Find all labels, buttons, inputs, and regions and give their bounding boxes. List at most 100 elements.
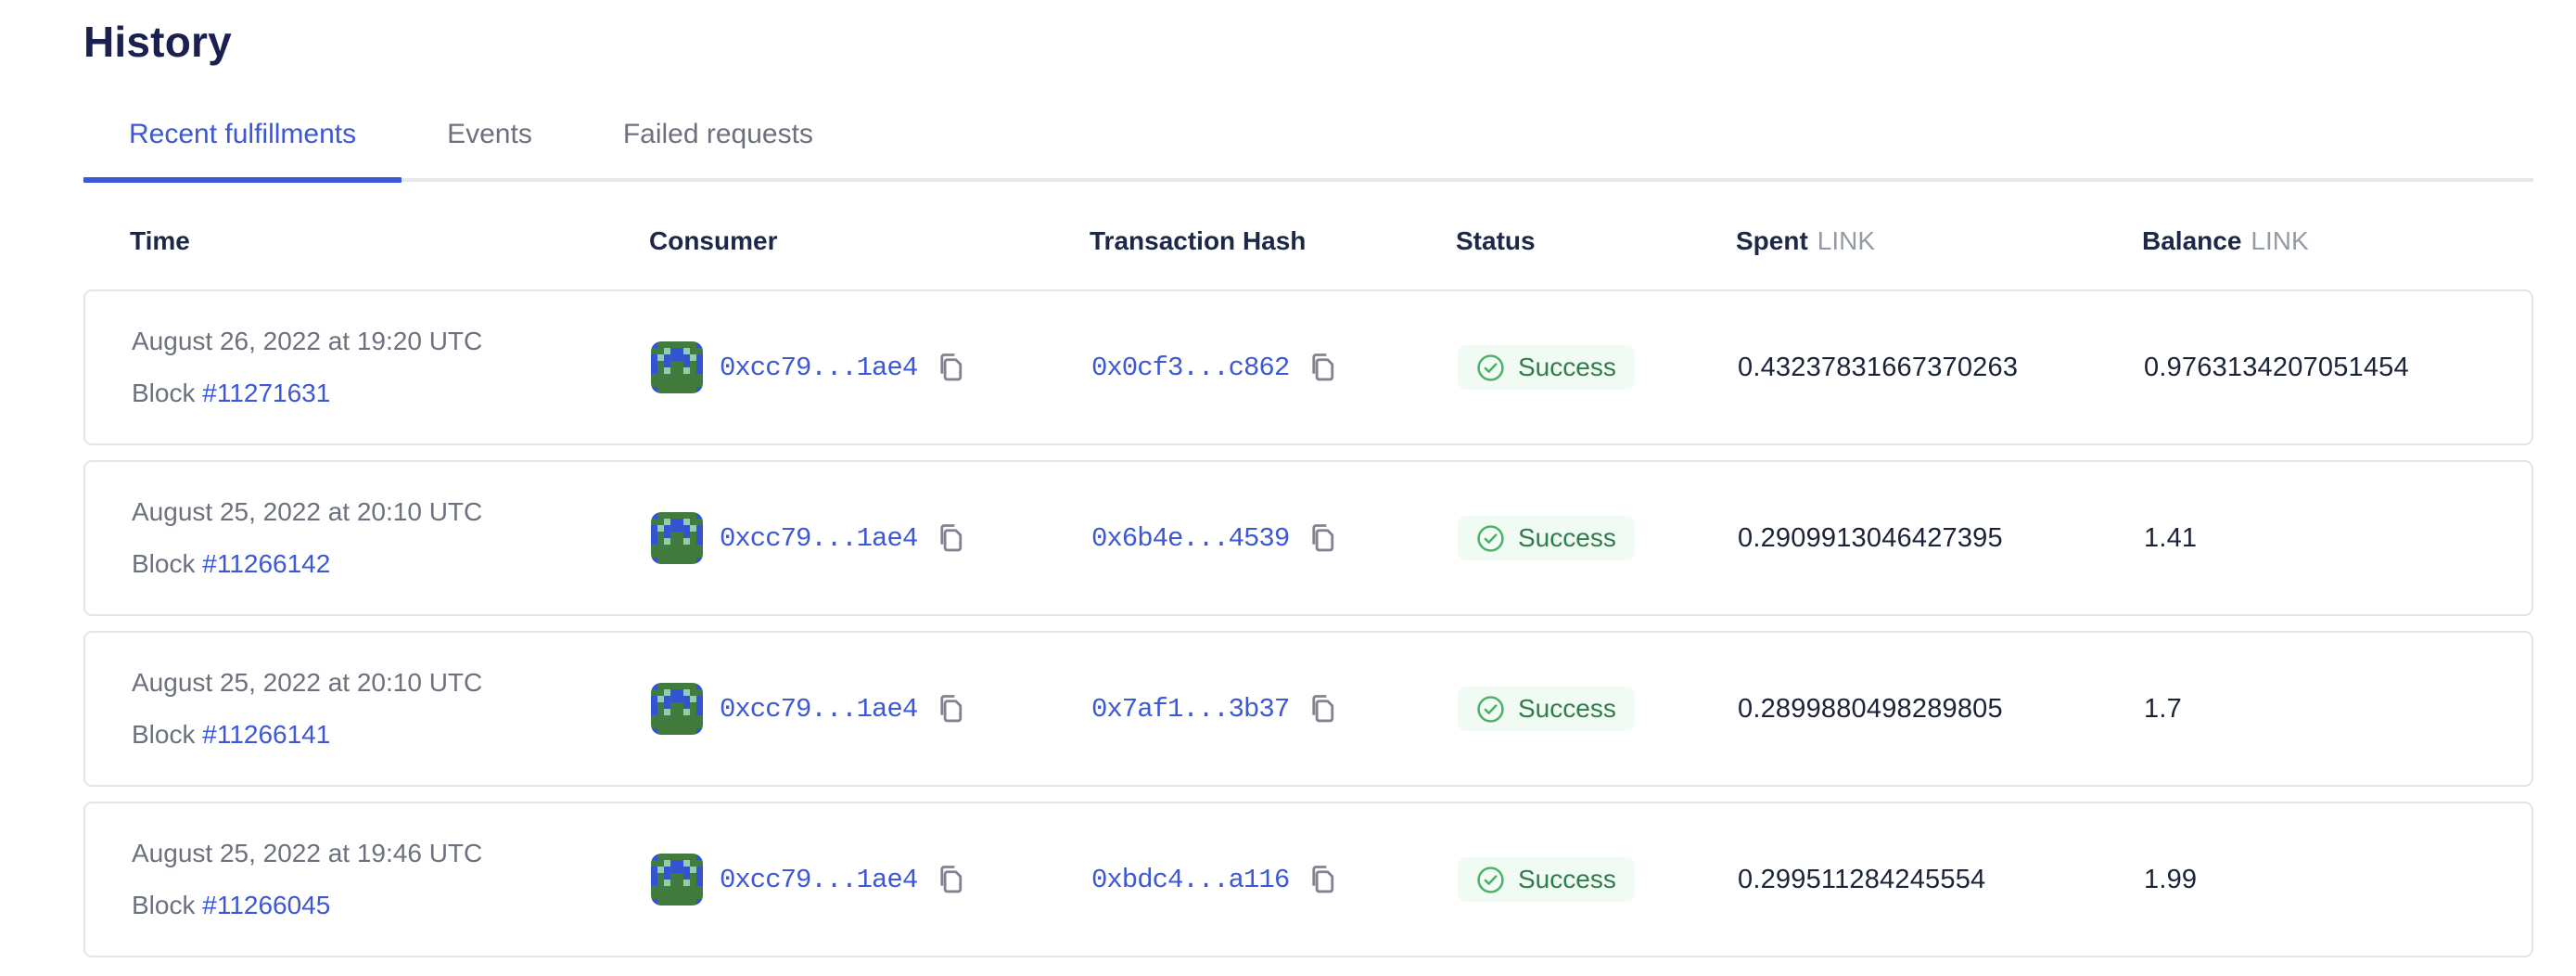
consumer-identicon-icon	[651, 854, 703, 905]
spent-value: 0.43237831667370263	[1738, 352, 2019, 382]
copy-icon	[1312, 866, 1334, 893]
check-circle-icon	[1477, 524, 1504, 552]
block-label: Block	[132, 549, 196, 578]
row-timestamp: August 25, 2022 at 20:10 UTC	[132, 668, 483, 697]
fulfillments-list: August 26, 2022 at 19:20 UTC Block #1127…	[83, 289, 2533, 957]
status-badge: Success	[1458, 516, 1635, 560]
copy-icon	[940, 695, 963, 723]
tab-events[interactable]: Events	[402, 119, 578, 178]
time-cell: August 26, 2022 at 19:20 UTC Block #1127…	[132, 327, 651, 408]
check-circle-icon	[1477, 353, 1504, 381]
consumer-cell: 0xcc79...1ae4	[651, 683, 1091, 735]
copy-icon	[1312, 695, 1334, 723]
status-cell: Success	[1458, 857, 1738, 902]
status-badge: Success	[1458, 687, 1635, 731]
block-number-link[interactable]: #11266141	[202, 720, 331, 749]
consumer-cell: 0xcc79...1ae4	[651, 341, 1091, 393]
row-timestamp: August 25, 2022 at 19:46 UTC	[132, 839, 483, 867]
block-label: Block	[132, 379, 196, 407]
spent-unit-label: LINK	[1817, 226, 1876, 255]
table-header-row: Time Consumer Transaction Hash Status Sp…	[83, 182, 2533, 289]
status-cell: Success	[1458, 345, 1738, 390]
row-block: Block #11266045	[132, 891, 651, 920]
col-header-status: Status	[1456, 226, 1536, 255]
col-header-consumer: Consumer	[649, 226, 778, 255]
transaction-hash-link[interactable]: 0x6b4e...4539	[1091, 522, 1290, 554]
balance-value: 1.99	[2144, 864, 2198, 894]
transaction-hash-cell: 0x0cf3...c862	[1091, 348, 1458, 387]
col-header-spent: Spent LINK	[1736, 226, 1876, 255]
history-page: History Recent fulfillments Events Faile…	[83, 0, 2533, 972]
balance-value: 1.41	[2144, 522, 2198, 553]
block-number-link[interactable]: #11266045	[202, 891, 331, 919]
tab-label: Events	[447, 119, 532, 149]
status-badge: Success	[1458, 345, 1635, 390]
copy-icon	[940, 866, 963, 893]
col-header-transaction-hash: Transaction Hash	[1090, 226, 1307, 255]
fulfillment-row: August 25, 2022 at 19:46 UTC Block #1126…	[83, 802, 2533, 957]
balance-value: 1.7	[2144, 693, 2182, 724]
time-cell: August 25, 2022 at 20:10 UTC Block #1126…	[132, 668, 651, 750]
time-cell: August 25, 2022 at 20:10 UTC Block #1126…	[132, 497, 651, 579]
check-circle-icon	[1477, 866, 1504, 893]
tab-label: Failed requests	[622, 119, 813, 149]
check-circle-icon	[1477, 695, 1504, 723]
copy-icon	[940, 353, 963, 381]
history-tabs: Recent fulfillments Events Failed reques…	[83, 119, 2533, 183]
row-block: Block #11266141	[132, 720, 651, 750]
copy-consumer-address-button[interactable]	[934, 860, 969, 899]
fulfillment-row: August 25, 2022 at 20:10 UTC Block #1126…	[83, 631, 2533, 787]
consumer-address-link[interactable]: 0xcc79...1ae4	[720, 522, 918, 554]
status-label: Success	[1518, 694, 1616, 723]
copy-transaction-hash-button[interactable]	[1306, 519, 1341, 558]
transaction-hash-cell: 0x7af1...3b37	[1091, 689, 1458, 728]
row-block: Block #11266142	[132, 549, 651, 579]
status-label: Success	[1518, 353, 1616, 381]
tab-label: Recent fulfillments	[129, 119, 357, 149]
copy-icon	[1312, 353, 1334, 381]
block-label: Block	[132, 720, 196, 749]
block-label: Block	[132, 891, 196, 919]
row-block: Block #11271631	[132, 379, 651, 408]
transaction-hash-link[interactable]: 0x0cf3...c862	[1091, 352, 1290, 383]
copy-transaction-hash-button[interactable]	[1306, 348, 1341, 387]
col-header-time: Time	[130, 226, 190, 255]
fulfillment-row: August 26, 2022 at 19:20 UTC Block #1127…	[83, 289, 2533, 445]
consumer-address-link[interactable]: 0xcc79...1ae4	[720, 864, 918, 895]
time-cell: August 25, 2022 at 19:46 UTC Block #1126…	[132, 839, 651, 920]
status-label: Success	[1518, 865, 1616, 893]
transaction-hash-cell: 0xbdc4...a116	[1091, 860, 1458, 899]
block-number-link[interactable]: #11271631	[202, 379, 331, 407]
row-timestamp: August 26, 2022 at 19:20 UTC	[132, 327, 483, 355]
copy-icon	[940, 524, 963, 552]
tab-recent-fulfillments[interactable]: Recent fulfillments	[83, 119, 402, 183]
status-cell: Success	[1458, 687, 1738, 731]
copy-consumer-address-button[interactable]	[934, 689, 969, 728]
transaction-hash-link[interactable]: 0x7af1...3b37	[1091, 693, 1290, 725]
copy-consumer-address-button[interactable]	[934, 348, 969, 387]
copy-transaction-hash-button[interactable]	[1306, 860, 1341, 899]
status-label: Success	[1518, 523, 1616, 552]
consumer-identicon-icon	[651, 512, 703, 564]
block-number-link[interactable]: #11266142	[202, 549, 331, 578]
row-timestamp: August 25, 2022 at 20:10 UTC	[132, 497, 483, 526]
consumer-cell: 0xcc79...1ae4	[651, 854, 1091, 905]
spent-value: 0.2909913046427395	[1738, 522, 2003, 553]
spent-value: 0.299511284245554	[1738, 864, 1986, 894]
consumer-address-link[interactable]: 0xcc79...1ae4	[720, 352, 918, 383]
copy-consumer-address-button[interactable]	[934, 519, 969, 558]
status-cell: Success	[1458, 516, 1738, 560]
consumer-cell: 0xcc79...1ae4	[651, 512, 1091, 564]
transaction-hash-link[interactable]: 0xbdc4...a116	[1091, 864, 1290, 895]
consumer-address-link[interactable]: 0xcc79...1ae4	[720, 693, 918, 725]
fulfillment-row: August 25, 2022 at 20:10 UTC Block #1126…	[83, 460, 2533, 616]
transaction-hash-cell: 0x6b4e...4539	[1091, 519, 1458, 558]
balance-unit-label: LINK	[2251, 226, 2309, 255]
tab-failed-requests[interactable]: Failed requests	[578, 119, 859, 178]
consumer-identicon-icon	[651, 683, 703, 735]
col-header-balance: Balance LINK	[2142, 226, 2309, 255]
spent-value: 0.2899880498289805	[1738, 693, 2003, 724]
page-title: History	[83, 18, 232, 66]
balance-value: 0.9763134207051454	[2144, 352, 2409, 382]
copy-transaction-hash-button[interactable]	[1306, 689, 1341, 728]
